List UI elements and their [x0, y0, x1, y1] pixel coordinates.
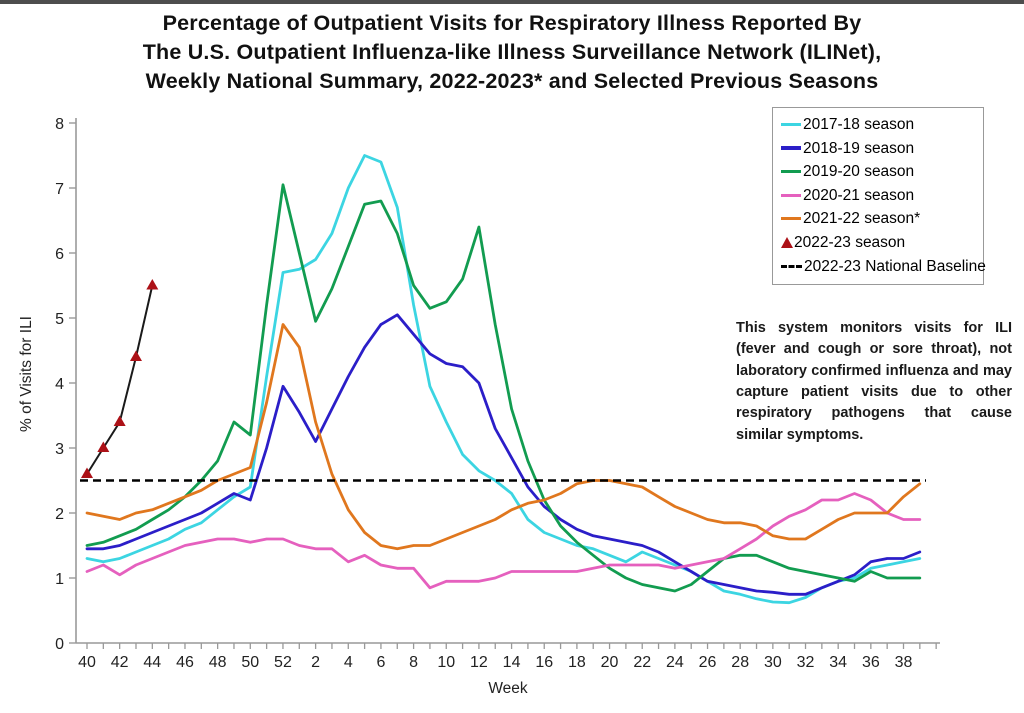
y-tick-label: 4: [55, 376, 64, 393]
x-tick-label: 32: [797, 654, 815, 671]
x-tick-label: 36: [862, 654, 880, 671]
series-line-2021-22: [85, 323, 922, 551]
legend-line-swatch: [781, 217, 801, 221]
x-tick-label: 44: [143, 654, 161, 671]
legend-item: 2022-23 National Baseline: [781, 255, 986, 279]
current-season-marker: [81, 467, 93, 478]
x-tick-label: 42: [111, 654, 129, 671]
legend-label: 2019-20 season: [803, 163, 915, 181]
legend-item: 2021-22 season*: [781, 207, 975, 231]
ili-definition-note: This system monitors visits for ILI (fev…: [736, 320, 1012, 443]
y-tick-label: 2: [55, 506, 64, 523]
series-line-2017-18: [85, 154, 922, 605]
x-tick-label: 22: [633, 654, 651, 671]
current-season-marker: [97, 441, 110, 452]
legend-dashed-swatch: [781, 264, 802, 268]
x-tick-label: 16: [535, 654, 553, 671]
y-tick-label: 6: [55, 246, 64, 263]
y-tick-label: 8: [55, 116, 64, 133]
y-tick-label: 0: [55, 636, 64, 653]
legend-item: 2019-20 season: [781, 160, 975, 184]
legend-triangle-swatch: [781, 236, 793, 248]
legend-label: 2022-23 National Baseline: [804, 257, 986, 275]
y-tick-label: 5: [55, 311, 64, 328]
legend-line-swatch: [781, 122, 801, 126]
x-tick-label: 14: [503, 654, 521, 671]
y-tick-label: 7: [55, 181, 64, 198]
chart-title-line-2: The U.S. Outpatient Influenza-like Illne…: [142, 40, 882, 64]
legend-item: 2022-23 season: [781, 231, 975, 255]
x-tick-label: 50: [241, 654, 259, 671]
current-season-marker: [113, 415, 126, 426]
legend-line-swatch: [781, 193, 801, 197]
chart-title-line-1: Percentage of Outpatient Visits for Resp…: [162, 11, 862, 35]
x-tick-label: 20: [601, 654, 619, 671]
y-tick-label: 1: [55, 571, 64, 588]
x-tick-label: 12: [470, 654, 488, 671]
series-line-2020-21: [85, 492, 922, 590]
y-tick-label: 3: [55, 441, 64, 458]
current-season-marker: [146, 279, 159, 290]
x-tick-label: 8: [409, 654, 418, 671]
y-axis-title: % of Visits for ILI: [18, 316, 35, 433]
chart-title-line-3: Weekly National Summary, 2022-2023* and …: [145, 69, 879, 93]
x-tick-label: 46: [176, 654, 194, 671]
series-line-2019-20: [85, 183, 922, 593]
legend-item: 2020-21 season: [781, 184, 975, 208]
x-tick-label: 34: [829, 654, 847, 671]
legend-item: 2017-18 season: [781, 113, 975, 137]
current-season-line: [86, 285, 154, 475]
legend-item: 2018-19 season: [781, 137, 975, 161]
legend-label: 2020-21 season: [803, 186, 915, 204]
series-line-2018-19: [85, 313, 922, 596]
x-tick-label: 4: [344, 654, 353, 671]
legend-line-swatch: [781, 170, 801, 174]
x-tick-label: 40: [78, 654, 96, 671]
legend-label: 2022-23 season: [794, 233, 906, 251]
x-tick-label: 52: [274, 654, 292, 671]
x-tick-label: 24: [666, 654, 684, 671]
legend-label: 2017-18 season: [803, 116, 915, 133]
current-season-marker: [129, 350, 142, 361]
x-tick-label: 48: [209, 654, 227, 671]
x-tick-label: 10: [437, 654, 455, 671]
legend-label: 2018-19 season: [803, 139, 915, 157]
x-tick-label: 30: [764, 654, 782, 671]
x-tick-label: 38: [895, 654, 913, 671]
chart-legend: 2017-18 season 2018-19 season 2019-20 seas…: [772, 107, 986, 286]
x-axis-title: Week: [488, 680, 528, 697]
x-tick-label: 26: [699, 654, 717, 671]
x-tick-label: 28: [731, 654, 749, 671]
chart-title: Percentage of Outpatient Visits for Resp…: [0, 9, 1024, 96]
x-tick-label: 6: [376, 654, 385, 671]
legend-line-swatch: [781, 146, 801, 150]
x-tick-label: 18: [568, 654, 586, 671]
window-top-edge: [0, 0, 1024, 4]
legend-label: 2021-22 season*: [803, 210, 921, 228]
x-tick-label: 2: [311, 654, 320, 671]
